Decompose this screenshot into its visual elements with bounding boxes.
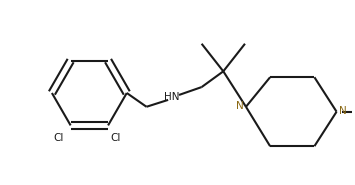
Text: Cl: Cl: [53, 133, 63, 143]
Text: HN: HN: [164, 92, 180, 102]
Text: N: N: [236, 101, 244, 111]
Text: Cl: Cl: [110, 133, 120, 143]
Text: N: N: [339, 106, 346, 116]
